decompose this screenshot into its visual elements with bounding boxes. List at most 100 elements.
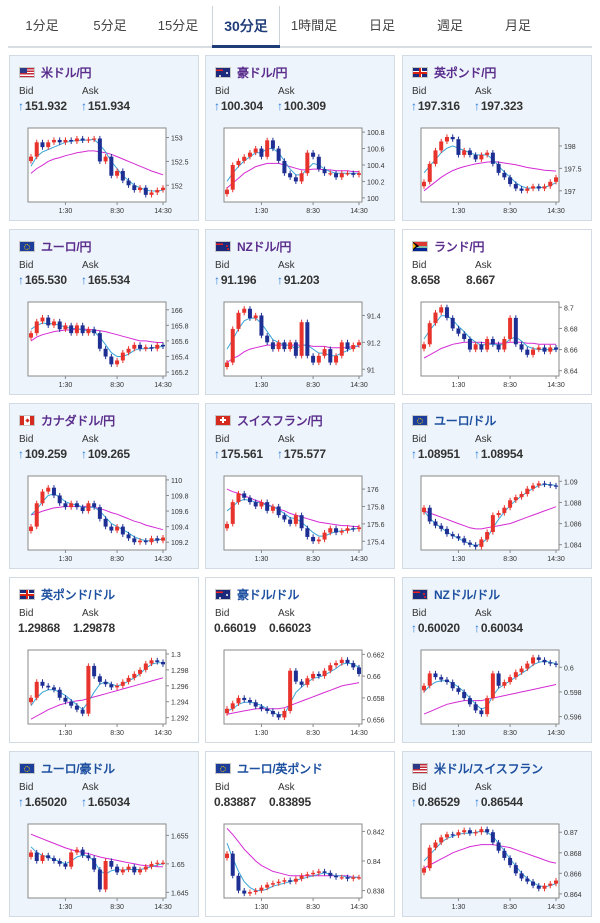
candlestick-chart[interactable]: 0.662 0.66 0.658 0.656 1:30 8:30 14:30 [214, 644, 392, 740]
ma-long-line [423, 506, 557, 530]
candlestick-chart[interactable]: 198 197.5 197 1:30 8:30 14:30 [411, 122, 589, 218]
candlestick-chart[interactable]: 166 165.8 165.6 165.4 165.2 1:30 8:30 14:30 [18, 296, 196, 392]
rate-card-audjpy[interactable]: 豪ドル/円 Bid Ask ↑100.304 ↑100.309 100.8 100.6 100… [205, 55, 395, 221]
ask-price: 1.65034 [87, 795, 130, 809]
candle-body [536, 657, 541, 660]
candle-body [225, 708, 229, 714]
timeframe-tabs: 1分足 5分足 15分足 30分足 1時間足 日足 週足 月足 [8, 6, 592, 48]
ask-value: 0.83895 [269, 795, 311, 809]
candle-body [334, 173, 339, 178]
candlestick-chart[interactable]: 100.8 100.6 100.4 100.2 100 1:30 8:30 14:30 [214, 122, 392, 218]
tab-monthly[interactable]: 月足 [504, 18, 531, 33]
rate-card-euraud[interactable]: ユーロ/豪ドル Bid Ask ↑1.65020 ↑1.65034 1.655 1.65 1.… [9, 751, 199, 917]
rate-card-eurgbp[interactable]: ユーロ/英ポンド Bid Ask 0.83887 0.83895 0.842 0.84 0.8… [205, 751, 395, 917]
candle-body [29, 852, 33, 857]
x-tick-label: 1:30 [452, 556, 466, 563]
rate-card-gbpjpy[interactable]: 英ポンド/円 Bid Ask ↑197.316 ↑197.323 198 197.5 197 1… [402, 55, 592, 221]
rate-card-gbpusd[interactable]: 英ポンド/ドル Bid Ask 1.29868 1.29878 1.3 1.298 1.296… [9, 577, 199, 743]
candle-body [126, 677, 131, 682]
pair-name[interactable]: NZドル/円 [237, 239, 292, 254]
candlestick-chart[interactable]: 176 175.8 175.6 175.4 1:30 8:30 14:30 [214, 470, 392, 566]
rate-card-cadjpy[interactable]: カナダドル/円 Bid Ask ↑109.259 ↑109.265 110 109.8 109… [9, 403, 199, 569]
tab-5min[interactable]: 5分足 [93, 18, 127, 33]
candlestick-chart[interactable]: 0.6 0.598 0.596 1:30 8:30 14:30 [411, 644, 589, 740]
tab-daily[interactable]: 日足 [368, 18, 395, 33]
pair-name[interactable]: ユーロ/ドル [434, 413, 497, 428]
tab-1hour[interactable]: 1時間足 [290, 18, 338, 33]
pair-name[interactable]: ランド/円 [434, 239, 485, 254]
candle-body [339, 659, 344, 664]
y-tick-label: 152 [171, 183, 183, 190]
gb-flag-icon [412, 66, 428, 78]
rate-card-nzdjpy[interactable]: NZドル/円 Bid Ask ↑91.196 ↑91.203 91.4 91.2 91 1:30… [205, 229, 395, 395]
bid-label: Bid [215, 260, 230, 271]
candlestick-chart[interactable]: 1.655 1.65 1.645 1:30 8:30 14:30 [18, 818, 196, 914]
pair-name[interactable]: 英ポンド/円 [434, 65, 497, 80]
candle-body [270, 342, 275, 350]
bid-label: Bid [412, 260, 427, 271]
pair-name[interactable]: ユーロ/豪ドル [41, 761, 115, 776]
pair-name[interactable]: NZドル/ドル [434, 587, 500, 602]
x-tick-label: 1:30 [255, 208, 269, 215]
pair-name[interactable]: 米ドル/スイスフラン [434, 761, 543, 776]
candlestick-chart[interactable]: 110 109.8 109.6 109.4 109.2 1:30 8:30 14:30 [18, 470, 196, 566]
bid-price: 0.60020 [417, 621, 460, 635]
bid-value: ↑197.316 [411, 99, 460, 113]
candle-body [548, 883, 553, 886]
rate-card-nzdusd[interactable]: NZドル/ドル Bid Ask ↑0.60020 ↑0.60034 0.6 0.598 0.5… [402, 577, 592, 743]
candle-body [109, 156, 114, 176]
rate-card-usdjpy[interactable]: 米ドル/円 Bid Ask ↑151.932 ↑151.934 153 152.5 152 1:… [9, 55, 199, 221]
candle-body [351, 345, 356, 350]
tab-1min[interactable]: 1分足 [25, 18, 59, 33]
candle-body [444, 528, 449, 535]
pair-name[interactable]: スイスフラン/円 [237, 413, 323, 428]
bid-value: 1.29868 [18, 621, 60, 635]
ask-price: 0.83895 [269, 795, 311, 809]
rate-card-audusd[interactable]: 豪ドル/ドル Bid Ask 0.66019 0.66023 0.662 0.66 0.658… [205, 577, 395, 743]
candle-body [225, 853, 229, 859]
candlestick-chart[interactable]: 8.7 8.68 8.66 8.64 1:30 8:30 14:30 [411, 296, 589, 392]
y-tick-label: 0.656 [367, 718, 385, 725]
pair-name[interactable]: 豪ドル/ドル [237, 587, 300, 602]
candlestick-chart[interactable]: 1.3 1.298 1.296 1.294 1.292 1:30 8:30 14:30 [18, 644, 196, 740]
rate-card-eurusd[interactable]: ユーロ/ドル Bid Ask ↑1.08951 ↑1.08954 1.09 1.088 1.0… [402, 403, 592, 569]
candle-body [485, 698, 490, 715]
candle-body [57, 139, 62, 143]
tab-weekly[interactable]: 週足 [436, 18, 463, 33]
rate-card-chfjpy[interactable]: スイスフラン/円 Bid Ask ↑175.561 ↑175.577 176 175.8 17… [205, 403, 395, 569]
candle-body [40, 855, 45, 861]
candle-body [103, 156, 108, 162]
candle-body [242, 697, 247, 701]
ask-label: Ask [82, 86, 99, 97]
pair-name[interactable]: 豪ドル/円 [237, 65, 288, 80]
candlestick-chart[interactable]: 153 152.5 152 1:30 8:30 14:30 [18, 122, 196, 218]
pair-name[interactable]: ユーロ/円 [41, 239, 92, 254]
y-tick-label: 152.5 [171, 159, 189, 166]
tab-15min[interactable]: 15分足 [157, 18, 199, 33]
candle-body [328, 349, 333, 363]
candle-body [305, 152, 310, 174]
rate-card-eurjpy[interactable]: ユーロ/円 Bid Ask ↑165.530 ↑165.534 166 165.8 165.6… [9, 229, 199, 395]
pair-name[interactable]: 米ドル/円 [41, 65, 92, 80]
candle-body [519, 188, 524, 191]
rate-card-zarjpy[interactable]: ランド/円 Bid Ask 8.658 8.667 8.7 8.68 8.66 8.64 1:30… [402, 229, 592, 395]
candle-body [132, 866, 137, 873]
candlestick-chart[interactable]: 91.4 91.2 91 1:30 8:30 14:30 [214, 296, 392, 392]
pair-name[interactable]: 英ポンド/ドル [41, 587, 115, 602]
y-tick-label: 8.64 [564, 369, 578, 376]
rate-card-usdchf[interactable]: 米ドル/スイスフラン Bid Ask ↑0.86529 ↑0.86544 0.87 0.86… [402, 751, 592, 917]
x-tick-label: 14:30 [350, 382, 368, 389]
pair-header: NZドル/円 [215, 238, 291, 254]
candlestick-chart[interactable]: 1.09 1.088 1.086 1.084 1:30 8:30 14:30 [411, 470, 589, 566]
x-tick-label: 8:30 [110, 730, 124, 737]
candle-body [149, 863, 154, 867]
candlestick-chart[interactable]: 0.842 0.84 0.838 1:30 8:30 14:30 [214, 818, 392, 914]
candle-body [305, 678, 310, 685]
pair-name[interactable]: カナダドル/円 [41, 413, 115, 428]
candle-body [97, 676, 102, 682]
x-tick-label: 8:30 [306, 904, 320, 911]
candlestick-chart[interactable]: 0.87 0.868 0.866 0.864 1:30 8:30 14:30 [411, 818, 589, 914]
x-tick-label: 14:30 [547, 208, 565, 215]
tab-30min[interactable]: 30分足 [212, 6, 280, 48]
pair-name[interactable]: ユーロ/英ポンド [237, 761, 323, 776]
